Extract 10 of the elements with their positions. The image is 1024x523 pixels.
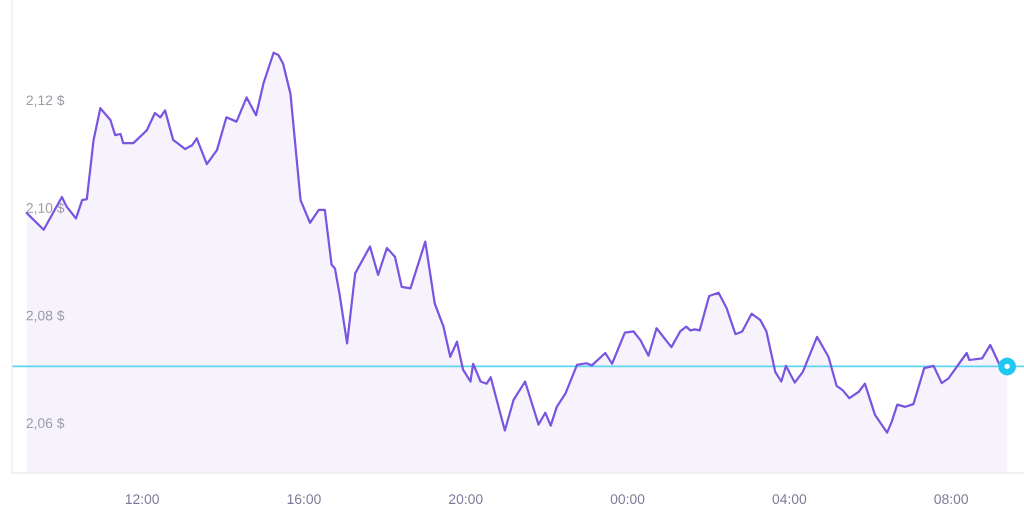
x-tick-label: 16:00 (287, 494, 321, 505)
y-tick-label: 2,08 $ (26, 310, 65, 323)
x-tick-label: 12:00 (125, 494, 159, 505)
x-tick-label: 04:00 (772, 494, 807, 505)
y-tick-label: 2,10 $ (26, 202, 65, 215)
x-tick-label: 20:00 (449, 494, 483, 505)
x-tick-label: 08:00 (934, 494, 969, 505)
x-tick-label: 00:00 (610, 494, 645, 505)
y-tick-label: 2,12 $ (26, 94, 65, 107)
y-tick-label: 2,06 $ (26, 417, 65, 430)
